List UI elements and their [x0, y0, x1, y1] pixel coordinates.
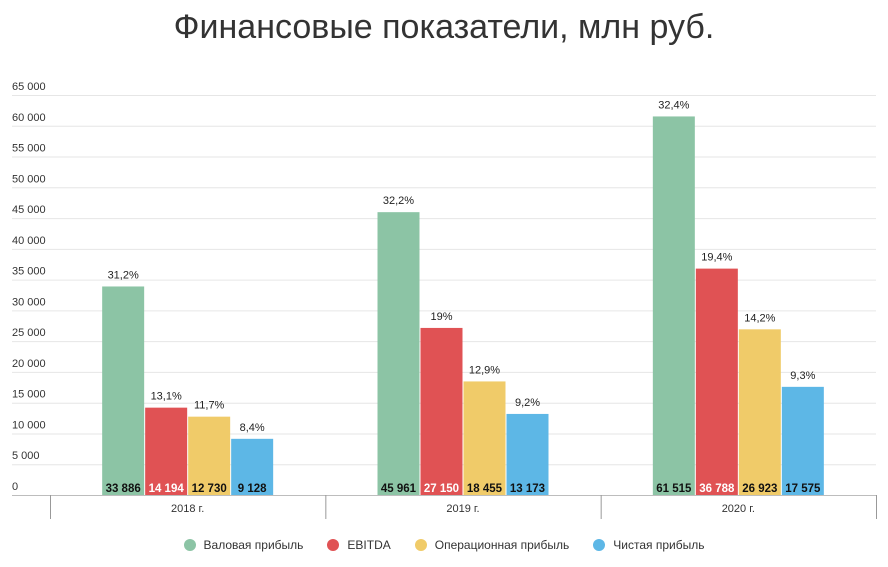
bar-value-label: 36 788: [699, 483, 735, 495]
legend-label: Чистая прибыль: [613, 538, 705, 552]
x-tick-label: 2018 г.: [171, 503, 204, 515]
legend-marker: [414, 539, 427, 551]
y-tick-label: 30 000: [12, 296, 46, 308]
legend: Валовая прибыль EBITDA Операционная прибыл…: [0, 538, 888, 552]
y-tick-label: 35 000: [12, 266, 46, 278]
legend-item[interactable]: Валовая прибыль: [183, 538, 304, 552]
legend-item[interactable]: EBITDA: [327, 538, 391, 552]
bar: [231, 438, 274, 495]
legend-marker: [327, 539, 340, 551]
bar-percent-label: 31,2%: [108, 269, 139, 281]
legend-item[interactable]: Чистая прибыль: [593, 538, 704, 552]
bar: [377, 212, 420, 495]
bar-percent-label: 9,3%: [790, 370, 815, 382]
legend-label: Операционная прибыль: [434, 538, 570, 552]
legend-label: EBITDA: [347, 538, 391, 552]
y-tick-label: 40 000: [12, 235, 46, 247]
bar-percent-label: 9,2%: [515, 397, 540, 409]
bar: [738, 329, 781, 495]
bar-percent-label: 11,7%: [194, 400, 225, 412]
bar: [695, 268, 738, 495]
bar-percent-label: 13,1%: [151, 391, 182, 403]
y-tick-label: 65 000: [12, 81, 46, 93]
bar-percent-label: 14,2%: [744, 312, 775, 324]
bar: [781, 386, 824, 495]
x-tick-label: 2019 г.: [446, 503, 479, 515]
bar-percent-label: 12,9%: [469, 364, 500, 376]
bar-percent-label: 32,4%: [658, 99, 689, 111]
bar-value-label: 14 194: [149, 483, 185, 495]
bar-value-label: 13 173: [510, 483, 545, 495]
y-tick-label: 60 000: [12, 112, 46, 124]
x-tick-label: 2020 г.: [722, 503, 755, 515]
legend-item[interactable]: Операционная прибыль: [414, 538, 570, 552]
chart-canvas: 0 5 000 10 000 15 000 20 000 25 000 30 000 35 0…: [12, 81, 877, 519]
y-tick-label: 55 000: [12, 143, 46, 155]
bar: [652, 116, 695, 495]
y-tick-label: 25 000: [12, 327, 46, 339]
bar: [145, 407, 188, 495]
bar-value-label: 12 730: [192, 483, 227, 495]
legend-marker: [593, 539, 606, 551]
bar-value-label: 17 575: [785, 483, 821, 495]
y-tick-label: 15 000: [12, 389, 46, 401]
bar-percent-label: 19,4%: [701, 252, 732, 264]
y-tick-label: 50 000: [12, 173, 46, 185]
y-tick-label: 45 000: [12, 204, 46, 216]
chart-title: Финансовые показатели, млн руб.: [173, 8, 715, 46]
y-tick-label: 0: [12, 481, 18, 493]
bar: [506, 413, 549, 495]
bar-value-label: 26 923: [742, 483, 777, 495]
bar-value-label: 33 886: [106, 483, 141, 495]
legend-marker: [183, 539, 196, 551]
bar-value-label: 45 961: [381, 483, 417, 495]
legend-label: Валовая прибыль: [203, 538, 304, 552]
bar: [420, 327, 463, 495]
y-tick-label: 20 000: [12, 358, 46, 370]
bar: [102, 286, 145, 495]
bar-percent-label: 19%: [430, 311, 452, 323]
bar: [188, 416, 231, 495]
bar-value-label: 27 150: [424, 483, 459, 495]
bar-percent-label: 8,4%: [240, 422, 265, 434]
bar-value-label: 18 455: [467, 483, 503, 495]
bar-percent-label: 32,2%: [383, 195, 414, 207]
y-tick-label: 10 000: [12, 419, 46, 431]
bar-value-label: 9 128: [238, 483, 267, 495]
y-tick-label: 5 000: [12, 450, 40, 462]
bar: [463, 381, 506, 495]
bar-value-label: 61 515: [656, 483, 692, 495]
